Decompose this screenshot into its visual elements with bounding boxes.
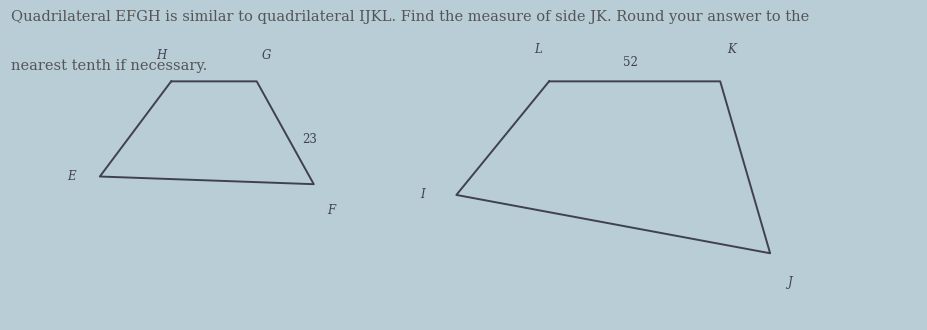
Text: L: L — [534, 43, 541, 56]
Text: G: G — [262, 49, 272, 62]
Text: 52: 52 — [623, 56, 638, 69]
Text: I: I — [420, 188, 425, 201]
Text: E: E — [67, 170, 76, 183]
Text: H: H — [156, 49, 166, 62]
Text: K: K — [728, 43, 736, 56]
Text: 23: 23 — [302, 133, 317, 146]
Text: Quadrilateral EFGH is similar to quadrilateral IJKL. Find the measure of side JK: Quadrilateral EFGH is similar to quadril… — [11, 10, 809, 24]
Text: J: J — [788, 276, 793, 289]
Text: nearest tenth if necessary.: nearest tenth if necessary. — [11, 59, 208, 73]
Text: F: F — [327, 204, 335, 217]
